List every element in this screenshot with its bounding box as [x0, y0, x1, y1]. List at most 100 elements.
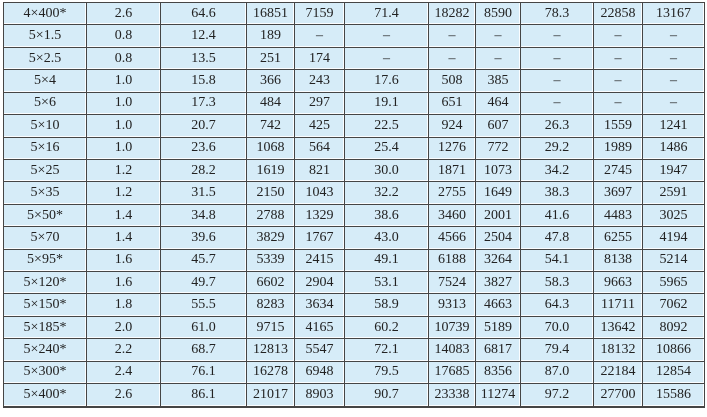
table-row: 5×240* 2.2 68.7 12813 5547 72.1 14083 6817 79.4 1…: [3, 338, 705, 362]
value-cell: 2745: [593, 158, 643, 183]
value-cell: –: [593, 91, 643, 116]
value-cell: 79.4: [520, 338, 594, 362]
value-cell: 2755: [428, 181, 476, 205]
value-cell: 20.7: [160, 114, 247, 138]
data-table: 4×400* 2.6 64.6 16851 7159 71.4 18282 8590 78.3 2…: [3, 1, 705, 408]
value-cell: 8590: [475, 1, 521, 26]
value-cell: –: [428, 46, 476, 71]
value-cell: 3697: [593, 181, 643, 205]
value-cell: 4663: [475, 293, 521, 317]
value-cell: 8903: [294, 383, 345, 408]
value-cell: 1.0: [86, 91, 161, 116]
table-body: 4×400* 2.6 64.6 16851 7159 71.4 18282 8590 78.3 2…: [3, 1, 705, 408]
value-cell: 71.4: [344, 1, 429, 26]
value-cell: –: [520, 69, 594, 93]
value-cell: 3634: [294, 293, 345, 317]
table-row: 5×185* 2.0 61.0 9715 4165 60.2 10739 5189 70.0 13…: [3, 315, 705, 340]
value-cell: 243: [294, 69, 345, 93]
value-cell: 49.1: [344, 248, 429, 273]
value-cell: 18282: [428, 1, 476, 26]
value-cell: 2504: [475, 226, 521, 250]
value-cell: 5547: [294, 338, 345, 362]
value-cell: 1241: [642, 114, 705, 138]
value-cell: 34.8: [160, 203, 247, 228]
size-cell: 5×6: [3, 91, 87, 116]
table-row: 5×25 1.2 28.2 1619 821 30.0 1871 1073 34.2 2745 19…: [3, 158, 705, 183]
size-cell: 5×400*: [3, 383, 87, 408]
value-cell: 1043: [294, 181, 345, 205]
value-cell: 12.4: [160, 24, 247, 48]
value-cell: 297: [294, 91, 345, 116]
value-cell: 2.6: [86, 383, 161, 408]
size-cell: 5×240*: [3, 338, 87, 362]
value-cell: 8356: [475, 360, 521, 385]
value-cell: 54.1: [520, 248, 594, 273]
table-row: 5×70 1.4 39.6 3829 1767 43.0 4566 2504 47.8 6255 4…: [3, 226, 705, 250]
value-cell: 742: [246, 114, 295, 138]
value-cell: 6817: [475, 338, 521, 362]
value-cell: 1329: [294, 203, 345, 228]
value-cell: 15586: [642, 383, 705, 408]
value-cell: 1068: [246, 136, 295, 160]
value-cell: 2.0: [86, 315, 161, 340]
value-cell: –: [642, 91, 705, 116]
value-cell: 45.7: [160, 248, 247, 273]
value-cell: 13.5: [160, 46, 247, 71]
value-cell: 174: [294, 46, 345, 71]
value-cell: 3460: [428, 203, 476, 228]
value-cell: 10866: [642, 338, 705, 362]
data-table-container: 4×400* 2.6 64.6 16851 7159 71.4 18282 8590 78.3 2…: [3, 1, 705, 408]
value-cell: 3829: [246, 226, 295, 250]
value-cell: 72.1: [344, 338, 429, 362]
value-cell: 1989: [593, 136, 643, 160]
value-cell: 3025: [642, 203, 705, 228]
value-cell: 508: [428, 69, 476, 93]
value-cell: 7159: [294, 1, 345, 26]
value-cell: 8283: [246, 293, 295, 317]
value-cell: 5339: [246, 248, 295, 273]
value-cell: 4194: [642, 226, 705, 250]
value-cell: 1.6: [86, 271, 161, 295]
value-cell: 32.2: [344, 181, 429, 205]
value-cell: 821: [294, 158, 345, 183]
value-cell: 3827: [475, 271, 521, 295]
size-cell: 5×25: [3, 158, 87, 183]
value-cell: 22858: [593, 1, 643, 26]
value-cell: 484: [246, 91, 295, 116]
value-cell: 366: [246, 69, 295, 93]
value-cell: 13642: [593, 315, 643, 340]
table-row: 4×400* 2.6 64.6 16851 7159 71.4 18282 8590 78.3 2…: [3, 1, 705, 26]
value-cell: 16851: [246, 1, 295, 26]
value-cell: 1767: [294, 226, 345, 250]
value-cell: 425: [294, 114, 345, 138]
value-cell: 55.5: [160, 293, 247, 317]
value-cell: 79.5: [344, 360, 429, 385]
table-row: 5×10 1.0 20.7 742 425 22.5 924 607 26.3 1559 1241: [3, 114, 705, 138]
value-cell: 22184: [593, 360, 643, 385]
value-cell: –: [593, 69, 643, 93]
value-cell: 47.8: [520, 226, 594, 250]
value-cell: 58.9: [344, 293, 429, 317]
value-cell: 0.8: [86, 24, 161, 48]
value-cell: 1649: [475, 181, 521, 205]
value-cell: –: [642, 69, 705, 93]
value-cell: 43.0: [344, 226, 429, 250]
value-cell: 9663: [593, 271, 643, 295]
value-cell: 17.3: [160, 91, 247, 116]
value-cell: 64.3: [520, 293, 594, 317]
value-cell: –: [520, 46, 594, 71]
size-cell: 5×185*: [3, 315, 87, 340]
value-cell: 86.1: [160, 383, 247, 408]
value-cell: 772: [475, 136, 521, 160]
size-cell: 5×50*: [3, 203, 87, 228]
value-cell: 6602: [246, 271, 295, 295]
value-cell: 1.2: [86, 181, 161, 205]
value-cell: 1.0: [86, 69, 161, 93]
value-cell: 16278: [246, 360, 295, 385]
value-cell: 6255: [593, 226, 643, 250]
value-cell: 5965: [642, 271, 705, 295]
value-cell: 30.0: [344, 158, 429, 183]
value-cell: 1.0: [86, 114, 161, 138]
size-cell: 5×150*: [3, 293, 87, 317]
table-row: 5×300* 2.4 76.1 16278 6948 79.5 17685 8356 87.0 2…: [3, 360, 705, 385]
